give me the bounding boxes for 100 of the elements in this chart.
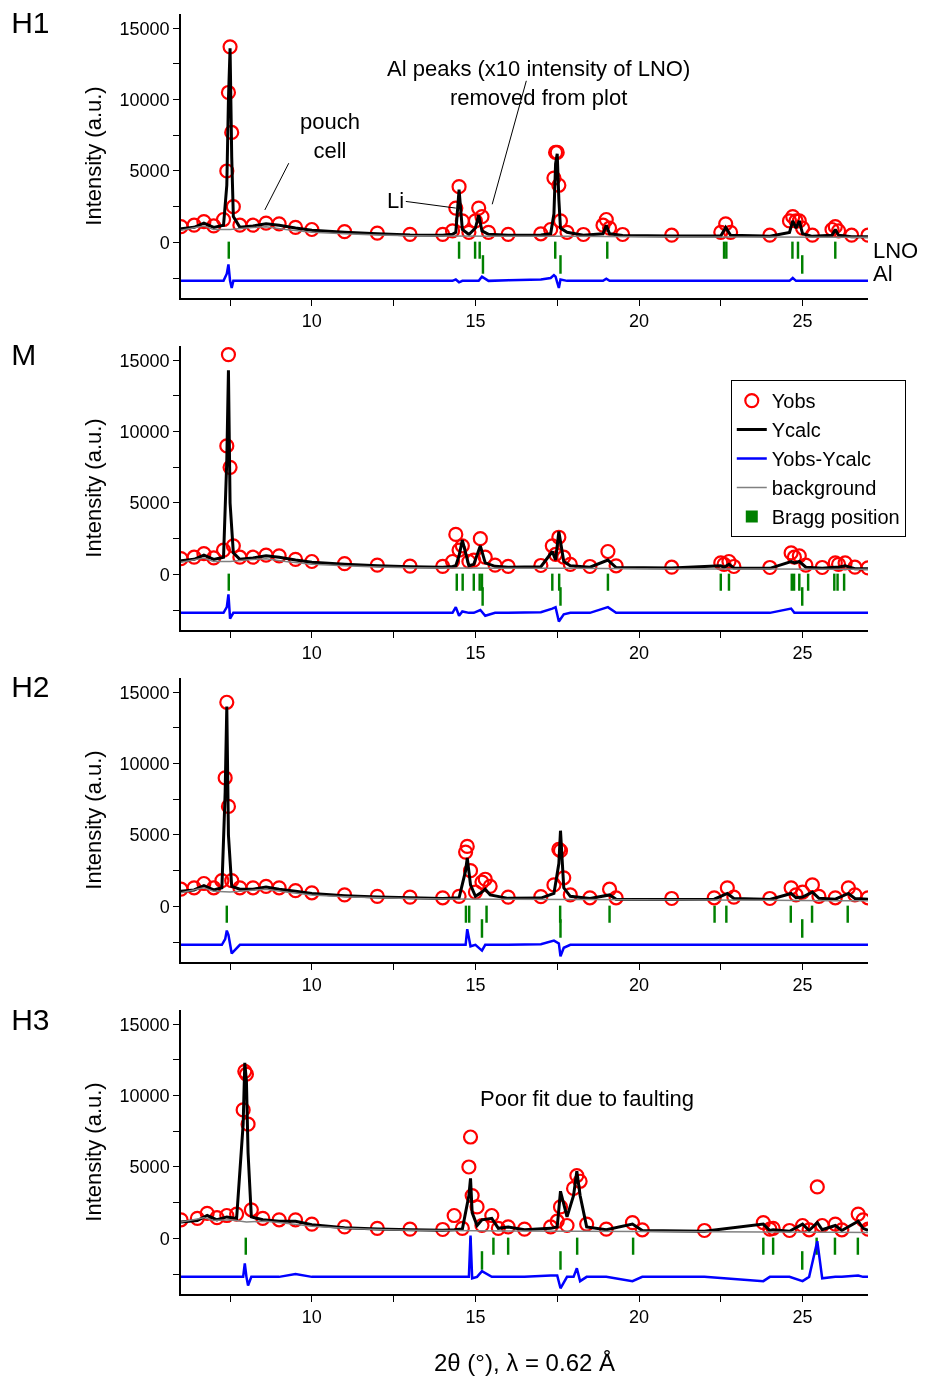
point (840, 880, 856, 896)
point (222, 459, 238, 475)
point (551, 529, 567, 545)
y-tick-label: 5000 (129, 825, 170, 846)
point (718, 216, 734, 232)
chart-title: H2 (11, 669, 50, 703)
point (467, 884, 484, 900)
point (336, 1219, 353, 1235)
point (467, 213, 484, 229)
point (214, 873, 230, 889)
point (474, 209, 490, 225)
point (196, 546, 212, 562)
y-tick-label: 0 (159, 564, 170, 585)
point (500, 558, 516, 574)
point (206, 550, 222, 566)
point (500, 226, 516, 242)
point (556, 549, 572, 565)
point (454, 538, 470, 554)
point (562, 556, 578, 572)
point (304, 885, 320, 901)
y-tick-label: 15000 (119, 350, 170, 371)
point (225, 199, 241, 215)
x-tick-label: 15 (465, 1307, 486, 1328)
x-tick-label: 10 (301, 975, 322, 996)
point (804, 227, 820, 243)
point (721, 553, 737, 570)
x-tick-label: 10 (301, 1307, 322, 1328)
point (582, 890, 598, 906)
point (451, 542, 467, 558)
point (809, 1179, 825, 1195)
annotation: Poor fit due to faulting (480, 1086, 695, 1111)
point (369, 557, 385, 573)
point (781, 213, 798, 229)
x-tick-label: 20 (628, 643, 650, 664)
point (552, 1199, 569, 1215)
point (209, 1210, 225, 1226)
point (224, 873, 240, 889)
point (402, 1221, 418, 1237)
point (601, 220, 618, 236)
point (794, 1217, 811, 1234)
point (220, 798, 237, 815)
point (544, 538, 560, 554)
point (243, 1202, 259, 1218)
y-tick-label: 15000 (119, 18, 170, 39)
point (783, 545, 799, 561)
point (598, 211, 614, 228)
point (598, 1221, 614, 1237)
y-tick-label: 10000 (119, 421, 170, 442)
point (794, 884, 811, 900)
point (547, 546, 564, 562)
point (559, 224, 575, 240)
point (435, 558, 451, 574)
point (572, 1173, 588, 1189)
point (287, 883, 304, 899)
point (798, 557, 814, 573)
point (484, 1207, 500, 1224)
line-series (181, 593, 868, 623)
y-axis-title: Intensity (a.u.) (80, 1082, 106, 1222)
point (462, 863, 479, 879)
point (336, 887, 353, 903)
point (271, 548, 287, 564)
point (474, 1217, 490, 1234)
line-series (181, 927, 868, 958)
point (569, 1167, 585, 1184)
x-tick-label: 25 (792, 975, 813, 996)
legend-label: background (771, 477, 877, 500)
point (219, 1207, 235, 1224)
point (827, 890, 843, 906)
point (448, 200, 464, 216)
point (435, 890, 451, 906)
point (235, 1102, 251, 1118)
point (811, 888, 827, 904)
x-tick-label: 25 (792, 643, 813, 664)
y-tick-label: 0 (159, 896, 170, 917)
point (189, 1210, 205, 1226)
point (546, 170, 562, 186)
point (582, 558, 598, 575)
y-tick-label: 15000 (119, 682, 170, 703)
point (562, 887, 578, 903)
point (255, 1210, 271, 1226)
point (304, 553, 320, 570)
point (579, 1216, 595, 1232)
point (850, 1206, 866, 1222)
y-tick-label: 5000 (129, 161, 170, 182)
series-label: LNO (873, 238, 919, 263)
text: Al (873, 261, 893, 286)
y-tick-label: 5000 (129, 1157, 170, 1178)
point (402, 889, 418, 905)
x-tick-label: 20 (628, 311, 650, 332)
point (543, 221, 559, 238)
point (830, 556, 847, 572)
point (245, 880, 261, 896)
point (217, 770, 233, 786)
point (240, 1116, 256, 1132)
point (224, 124, 240, 141)
chart-title: H1 (11, 5, 50, 39)
point (451, 888, 467, 904)
point (215, 542, 232, 558)
point (232, 549, 248, 565)
y-tick-label: 0 (159, 1228, 170, 1249)
